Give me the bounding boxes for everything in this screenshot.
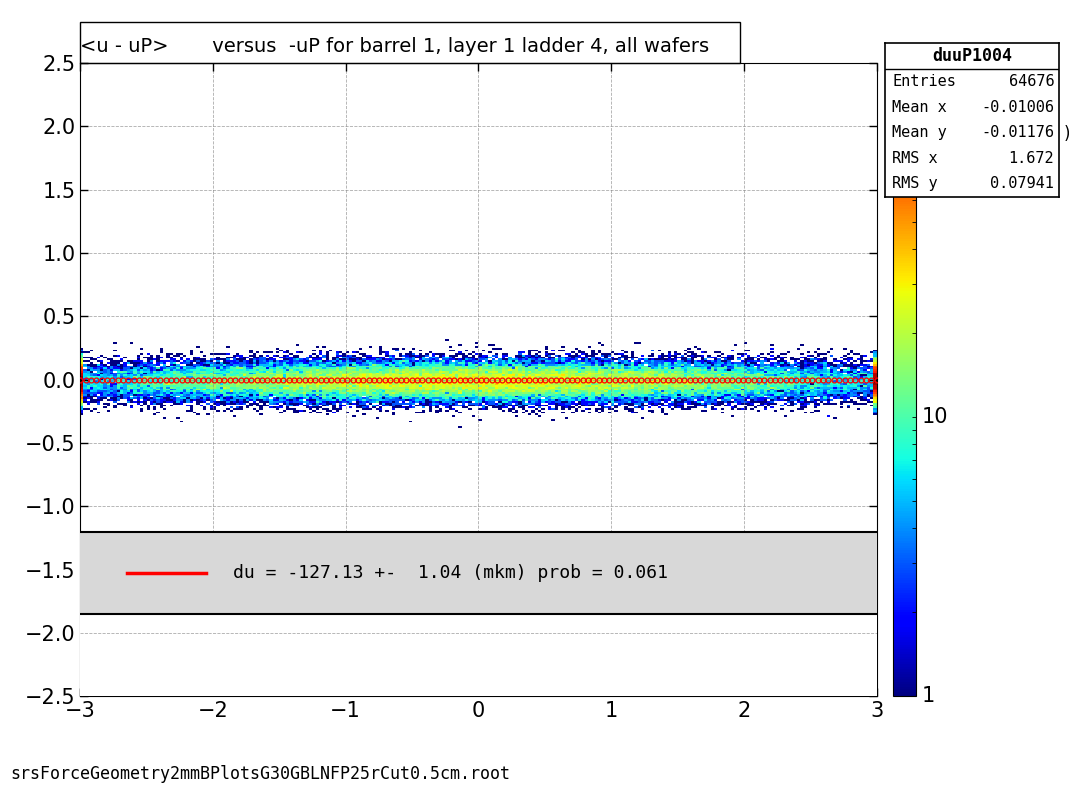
Bar: [80, 532, 877, 614]
Text: Entries: Entries: [893, 74, 956, 89]
Bar: [80, 614, 877, 696]
Text: Mean y: Mean y: [893, 125, 947, 140]
Text: 64676: 64676: [1008, 74, 1054, 89]
Text: RMS y: RMS y: [893, 176, 938, 191]
Text: RMS x: RMS x: [893, 151, 938, 166]
Text: 10: 10: [921, 407, 948, 427]
Text: 0.07941: 0.07941: [990, 176, 1054, 191]
Text: Mean x: Mean x: [893, 100, 947, 115]
Text: -0.01006: -0.01006: [981, 100, 1054, 115]
Text: )$^2$: )$^2$: [1063, 122, 1069, 144]
Text: du = -127.13 +-  1.04 (mkm) prob = 0.061: du = -127.13 +- 1.04 (mkm) prob = 0.061: [233, 564, 668, 582]
Text: duuP1004: duuP1004: [932, 47, 1012, 65]
Text: srsForceGeometry2mmBPlotsG30GBLNFP25rCut0.5cm.root: srsForceGeometry2mmBPlotsG30GBLNFP25rCut…: [11, 765, 511, 783]
Text: <u - uP>       versus  -uP for barrel 1, layer 1 ladder 4, all wafers: <u - uP> versus -uP for barrel 1, layer …: [80, 37, 710, 56]
Text: -0.01176: -0.01176: [981, 125, 1054, 140]
Bar: [80, 22, 740, 63]
Text: 1: 1: [921, 686, 934, 707]
Text: 1.672: 1.672: [1008, 151, 1054, 166]
